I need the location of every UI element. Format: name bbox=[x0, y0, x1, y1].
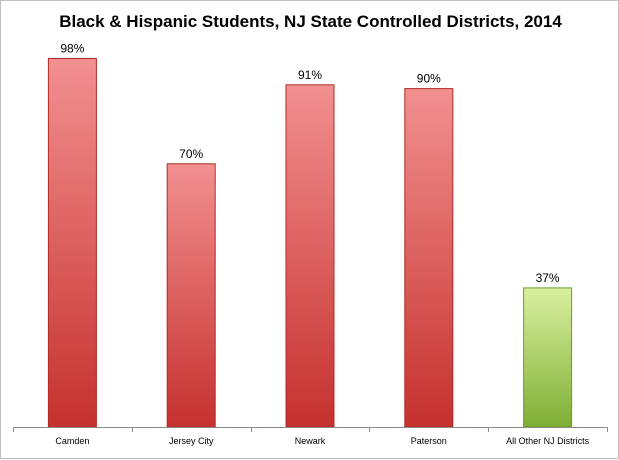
tick-label-jersey-city: Jersey City bbox=[169, 436, 214, 446]
bar-newark bbox=[285, 84, 335, 428]
bar-all-other-nj-districts bbox=[523, 287, 573, 428]
data-label-all-other-nj-districts: 37% bbox=[536, 271, 560, 285]
tick-label-paterson: Paterson bbox=[411, 436, 447, 446]
data-label-paterson: 90% bbox=[417, 72, 441, 86]
chart-title: Black & Hispanic Students, NJ State Cont… bbox=[59, 12, 562, 31]
data-label-jersey-city: 70% bbox=[179, 147, 203, 161]
bar-jersey-city bbox=[166, 163, 216, 428]
tick-label-camden: Camden bbox=[55, 436, 89, 446]
data-label-camden: 98% bbox=[60, 42, 84, 56]
tick-label-all-other-nj-districts: All Other NJ Districts bbox=[506, 436, 590, 446]
bar-camden bbox=[47, 58, 97, 428]
tick-label-newark: Newark bbox=[295, 436, 326, 446]
data-label-newark: 91% bbox=[298, 68, 322, 82]
bar-paterson bbox=[404, 88, 454, 428]
